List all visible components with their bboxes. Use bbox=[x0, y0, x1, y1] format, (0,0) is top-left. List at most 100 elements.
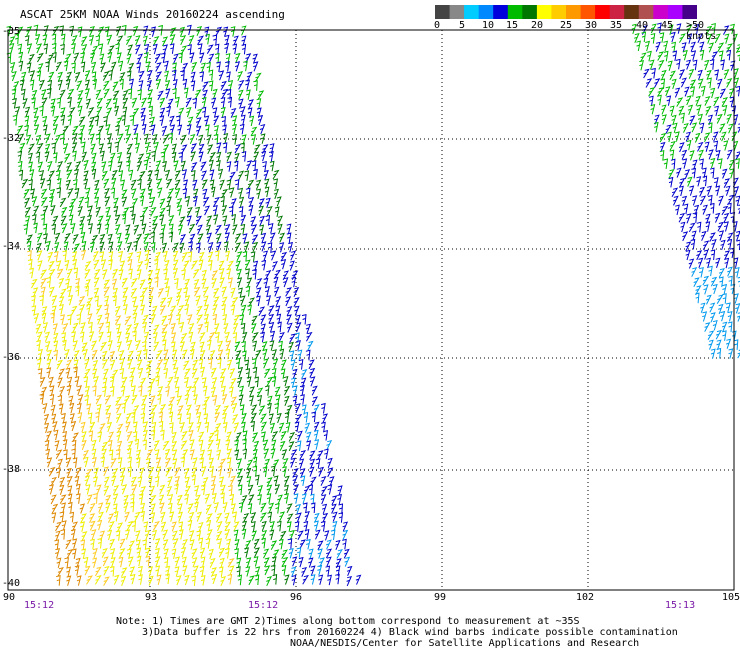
wind-barb bbox=[65, 78, 71, 90]
wind-barb bbox=[726, 149, 733, 160]
wind-barb bbox=[91, 349, 98, 360]
wind-barb bbox=[302, 502, 308, 514]
wind-barb bbox=[687, 104, 694, 115]
wind-barb bbox=[159, 115, 165, 126]
wind-barb bbox=[317, 548, 323, 559]
wind-barb bbox=[124, 233, 131, 244]
wind-barb bbox=[129, 501, 135, 513]
colorbar-tick: 15 bbox=[506, 20, 519, 31]
wind-barb bbox=[685, 59, 692, 70]
wind-barb bbox=[125, 133, 132, 144]
wind-barb bbox=[114, 141, 120, 153]
wind-barb bbox=[116, 52, 122, 63]
wind-barb bbox=[199, 71, 205, 82]
wind-barb bbox=[261, 259, 267, 271]
wind-barb bbox=[246, 71, 253, 82]
wind-barb bbox=[672, 122, 678, 134]
wind-barb bbox=[91, 529, 97, 540]
wind-barb bbox=[255, 278, 263, 288]
wind-barb bbox=[140, 114, 146, 126]
wind-barb bbox=[237, 376, 243, 388]
wind-barb bbox=[145, 457, 151, 469]
wind-barb bbox=[346, 565, 353, 576]
wind-barb bbox=[263, 277, 269, 289]
wind-barb bbox=[190, 341, 196, 352]
wind-barb bbox=[192, 457, 198, 468]
wind-barb bbox=[213, 429, 219, 441]
wind-barb bbox=[145, 555, 151, 567]
wind-barb bbox=[651, 67, 656, 79]
wind-barb bbox=[191, 260, 199, 270]
wind-barb bbox=[150, 124, 156, 135]
wind-barb bbox=[67, 475, 73, 486]
wind-barb bbox=[35, 151, 41, 163]
wind-barb bbox=[56, 557, 62, 569]
wind-barb bbox=[51, 305, 57, 316]
wind-barb bbox=[83, 456, 89, 468]
wind-barb bbox=[183, 287, 189, 298]
wind-barb bbox=[693, 204, 700, 216]
wind-barb bbox=[267, 395, 273, 406]
wind-barb bbox=[168, 403, 173, 415]
wind-barb bbox=[222, 124, 227, 136]
wind-barb bbox=[165, 565, 171, 577]
wind-barb bbox=[222, 142, 228, 153]
wind-barb bbox=[264, 368, 271, 379]
wind-barb bbox=[152, 36, 160, 46]
wind-barb bbox=[127, 350, 134, 361]
wind-barb bbox=[213, 296, 220, 306]
wind-barb bbox=[242, 233, 248, 244]
wind-barb bbox=[107, 513, 115, 523]
wind-barb bbox=[116, 522, 124, 533]
wind-barb bbox=[142, 429, 148, 441]
wind-barb bbox=[700, 302, 706, 313]
wind-barb bbox=[45, 448, 51, 460]
wind-barb bbox=[228, 565, 235, 576]
wind-barb bbox=[82, 449, 89, 460]
wind-barb bbox=[102, 556, 109, 567]
wind-barb bbox=[268, 223, 274, 234]
wind-barb bbox=[197, 233, 204, 244]
wind-barb bbox=[302, 574, 309, 585]
wind-barb bbox=[164, 169, 171, 181]
wind-barb bbox=[77, 97, 83, 108]
wind-barb bbox=[262, 250, 269, 261]
colorbar-swatch bbox=[507, 5, 523, 19]
wind-barb bbox=[280, 430, 287, 441]
wind-barb bbox=[150, 503, 156, 514]
wind-barb bbox=[164, 448, 171, 459]
wind-barb bbox=[692, 59, 698, 71]
wind-barb bbox=[705, 213, 711, 224]
wind-barb bbox=[102, 71, 110, 81]
wind-barb bbox=[186, 404, 192, 415]
wind-barb bbox=[29, 70, 36, 81]
wind-barb bbox=[233, 160, 239, 172]
wind-barb bbox=[180, 456, 186, 468]
wind-barb bbox=[689, 185, 695, 196]
wind-barb bbox=[236, 268, 242, 280]
wind-barb bbox=[705, 294, 712, 305]
wind-barb bbox=[127, 440, 134, 451]
wind-barb bbox=[86, 403, 92, 415]
wind-barb bbox=[244, 259, 251, 270]
wind-barb bbox=[103, 80, 110, 91]
wind-barb bbox=[91, 457, 97, 468]
wind-barb bbox=[189, 233, 196, 244]
wind-barb bbox=[269, 422, 276, 434]
wind-barb bbox=[166, 178, 173, 189]
wind-barb bbox=[233, 422, 240, 433]
wind-barb bbox=[128, 540, 136, 551]
colorbar-swatch bbox=[595, 5, 611, 19]
wind-barb bbox=[317, 450, 324, 460]
wind-barb bbox=[689, 150, 695, 161]
wind-barb bbox=[295, 322, 302, 333]
wind-barb bbox=[112, 98, 118, 109]
wind-barb bbox=[48, 71, 55, 82]
wind-barb bbox=[89, 133, 95, 144]
wind-barb bbox=[215, 224, 222, 235]
wind-barb bbox=[103, 115, 108, 127]
wind-barb bbox=[52, 421, 58, 432]
wind-barb bbox=[117, 152, 123, 163]
wind-barb bbox=[647, 50, 652, 62]
wind-barb bbox=[195, 242, 201, 254]
